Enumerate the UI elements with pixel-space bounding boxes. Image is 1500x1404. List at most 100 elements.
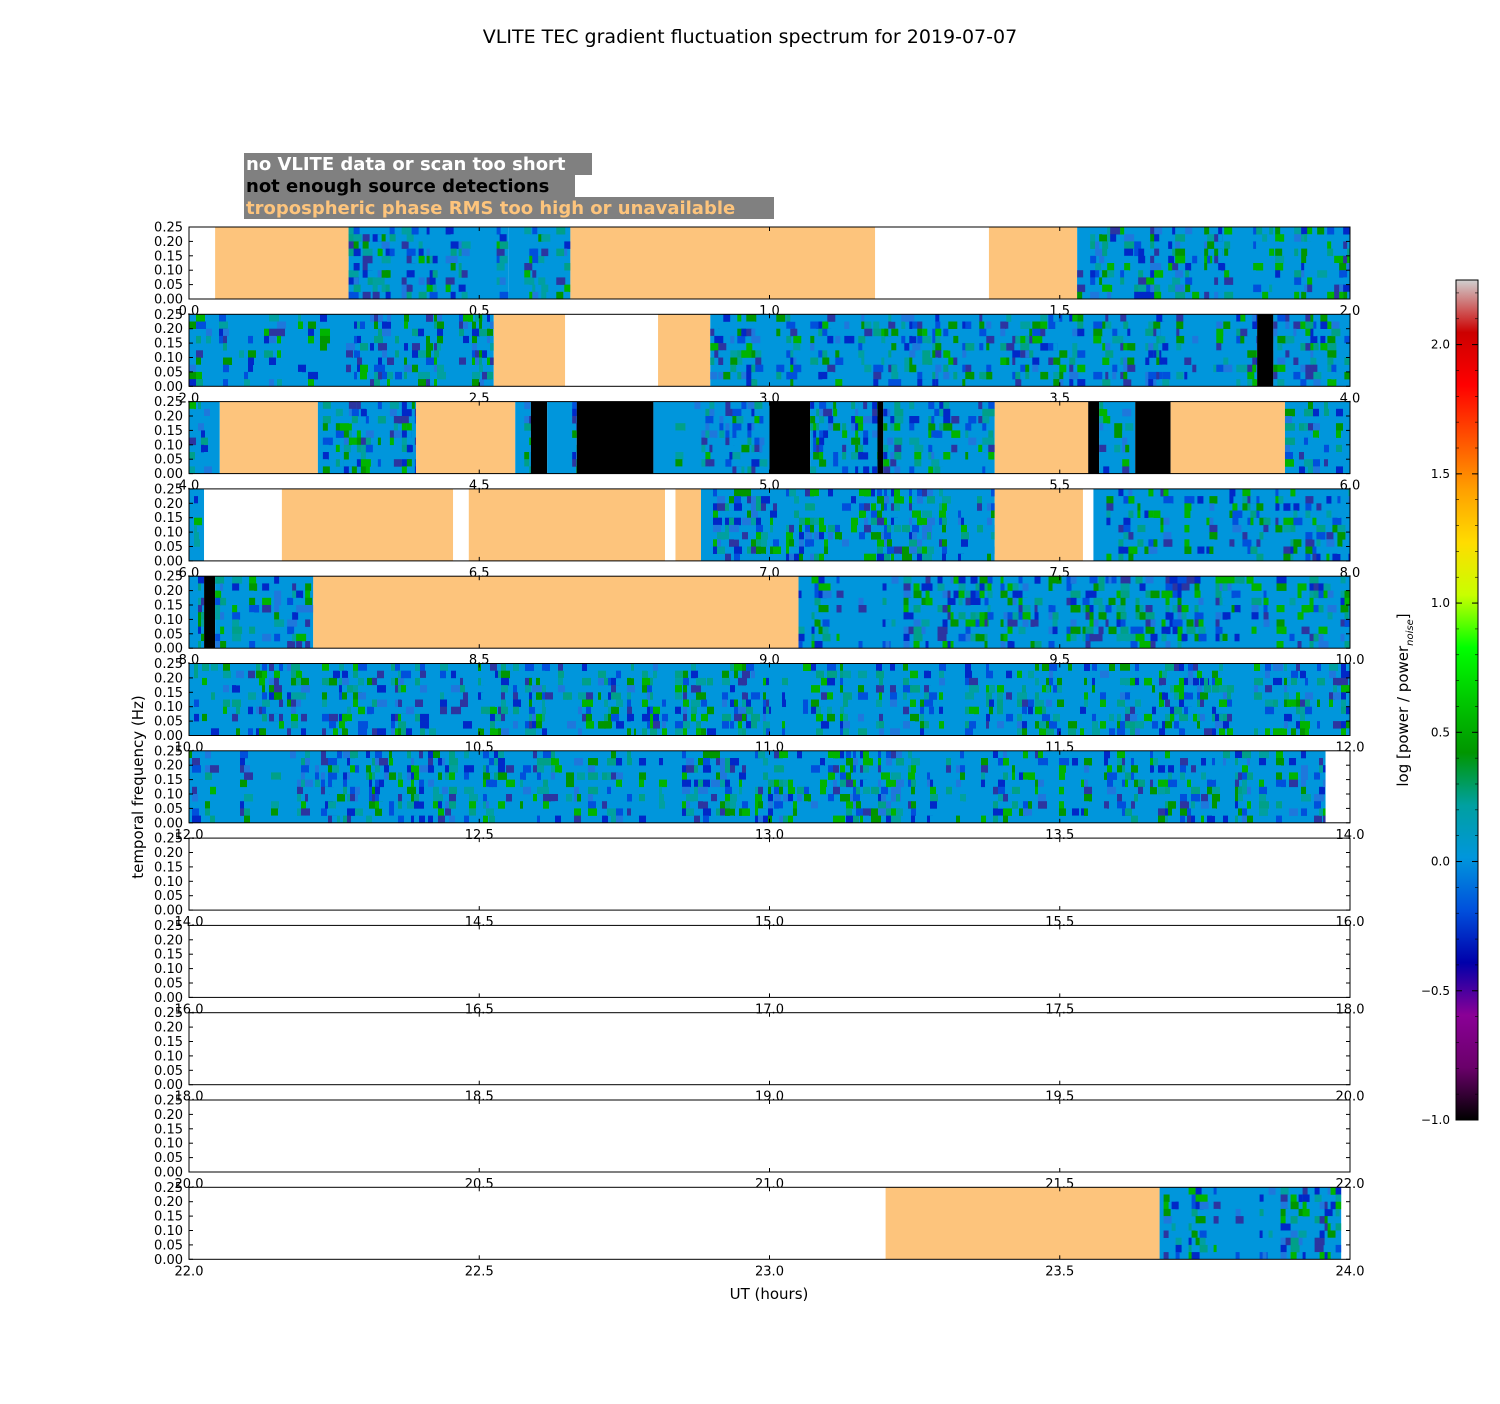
spectrum-cell [1104, 751, 1110, 759]
spectrum-cell [647, 685, 652, 693]
spectrum-cell [232, 619, 239, 627]
spectrum-cell [201, 612, 204, 620]
orange-segment [494, 314, 565, 386]
spectrum-cell [1175, 227, 1183, 235]
spectrum-cell [419, 241, 423, 249]
spectrum-cell [577, 794, 581, 802]
spectrum-cell [1341, 583, 1346, 591]
spectrum-cell [586, 714, 592, 722]
spectrum-cell [818, 322, 822, 330]
spectrum-cell [1158, 780, 1166, 788]
y-tick-label: 0.10 [154, 526, 183, 541]
spectrum-cell [1293, 547, 1297, 555]
blank-segment [875, 227, 989, 299]
spectrum-cell [1106, 496, 1113, 504]
spectrum-cell [703, 751, 712, 759]
spectrum-cell [501, 700, 506, 708]
spectrum-cell [864, 554, 871, 562]
spectrum-cell [1163, 539, 1172, 547]
spectrum-cell [627, 808, 631, 816]
spectrum-cell [369, 787, 372, 795]
spectrum-cell [201, 634, 204, 642]
spectrum-cell [1028, 671, 1034, 679]
spectrum-cell [1103, 452, 1107, 460]
spectrum-cell [574, 787, 579, 795]
spectrum-cell [513, 707, 519, 715]
spectrum-cell [1240, 365, 1248, 373]
spectrum-cell [1290, 634, 1295, 642]
spectrum-cell [813, 452, 820, 460]
spectrum-cell [1290, 627, 1296, 635]
spectrum-cell [1313, 350, 1319, 358]
spectrum-cell [1019, 627, 1026, 635]
spectrum-cell [428, 801, 433, 809]
spectrum-cell [846, 808, 852, 816]
spectrum-cell [998, 780, 1005, 788]
spectrum-cell [616, 700, 623, 708]
spectrum-cell [407, 801, 414, 809]
spectrum-cell [520, 772, 526, 780]
spectrum-cell [1174, 707, 1182, 715]
spectrum-cell [732, 416, 736, 424]
spectrum-cell [1001, 634, 1004, 642]
spectrum-cell [1053, 343, 1057, 351]
spectrum-cell [1204, 671, 1211, 679]
spectrum-cell [459, 350, 463, 358]
spectrum-cell [1285, 416, 1292, 424]
spectrum-cell [501, 678, 509, 686]
spectrum-cell [305, 583, 311, 591]
spectrum-cell [1012, 794, 1020, 802]
spectrum-cell [322, 692, 327, 700]
spectrum-cell [953, 358, 957, 366]
spectrum-cell [323, 452, 329, 460]
spectrum-cell [1313, 322, 1316, 330]
spectrum-cell [846, 772, 851, 780]
spectrum-cell [930, 780, 933, 788]
spectrum-cell [988, 445, 994, 453]
spectrum-cell [1035, 605, 1038, 613]
spectrum-cell [1092, 671, 1095, 679]
y-tick-label: 0.05 [154, 540, 183, 555]
spectrum-cell [577, 772, 585, 780]
spectrum-cell [827, 671, 837, 679]
y-tick-label: 0.25 [154, 221, 183, 236]
spectrum-cell [419, 772, 428, 780]
spectrum-cell [805, 503, 815, 511]
spectrum-cell [939, 671, 944, 679]
spectrum-cell [1201, 780, 1207, 788]
spectrum-cell [487, 372, 493, 380]
spectrum-cell [1247, 605, 1252, 613]
spectrum-cell [730, 350, 738, 358]
spectrum-cell [1153, 489, 1159, 497]
spectrum-cell [812, 576, 819, 584]
spectrum-cell [707, 678, 713, 686]
spectrum-cell [928, 466, 933, 474]
spectrum-cell [698, 801, 708, 809]
spectrum-cell [1223, 358, 1228, 366]
spectrum-cell [1174, 721, 1179, 729]
spectrum-cell [1250, 496, 1256, 504]
spectrum-cell [386, 452, 395, 460]
spectrum-cell [1235, 576, 1245, 584]
spectrum-cell [1154, 227, 1162, 235]
spectrum-cell [786, 336, 791, 344]
spectrum-cell [828, 489, 833, 497]
spectrum-cell [1053, 379, 1060, 387]
spectrum-cell [340, 445, 344, 453]
spectrum-cell [296, 634, 306, 642]
spectrum-cell [943, 402, 949, 410]
spectrum-cell [1102, 343, 1105, 351]
spectrum-cell [766, 685, 772, 693]
spectrum-cell [989, 685, 995, 693]
spectrum-cell [262, 664, 267, 672]
spectrum-cell [786, 518, 792, 526]
spectrum-cell [819, 576, 825, 584]
spectrum-cell [1285, 459, 1294, 467]
spectrum-cell [419, 249, 424, 257]
spectrum-cell [1250, 532, 1255, 540]
spectrum-cell [500, 234, 507, 242]
spectrum-cell [555, 801, 559, 809]
spectrum-cell [1153, 539, 1157, 547]
spectrum-cell [1223, 772, 1228, 780]
spectrum-cell [1125, 758, 1131, 766]
